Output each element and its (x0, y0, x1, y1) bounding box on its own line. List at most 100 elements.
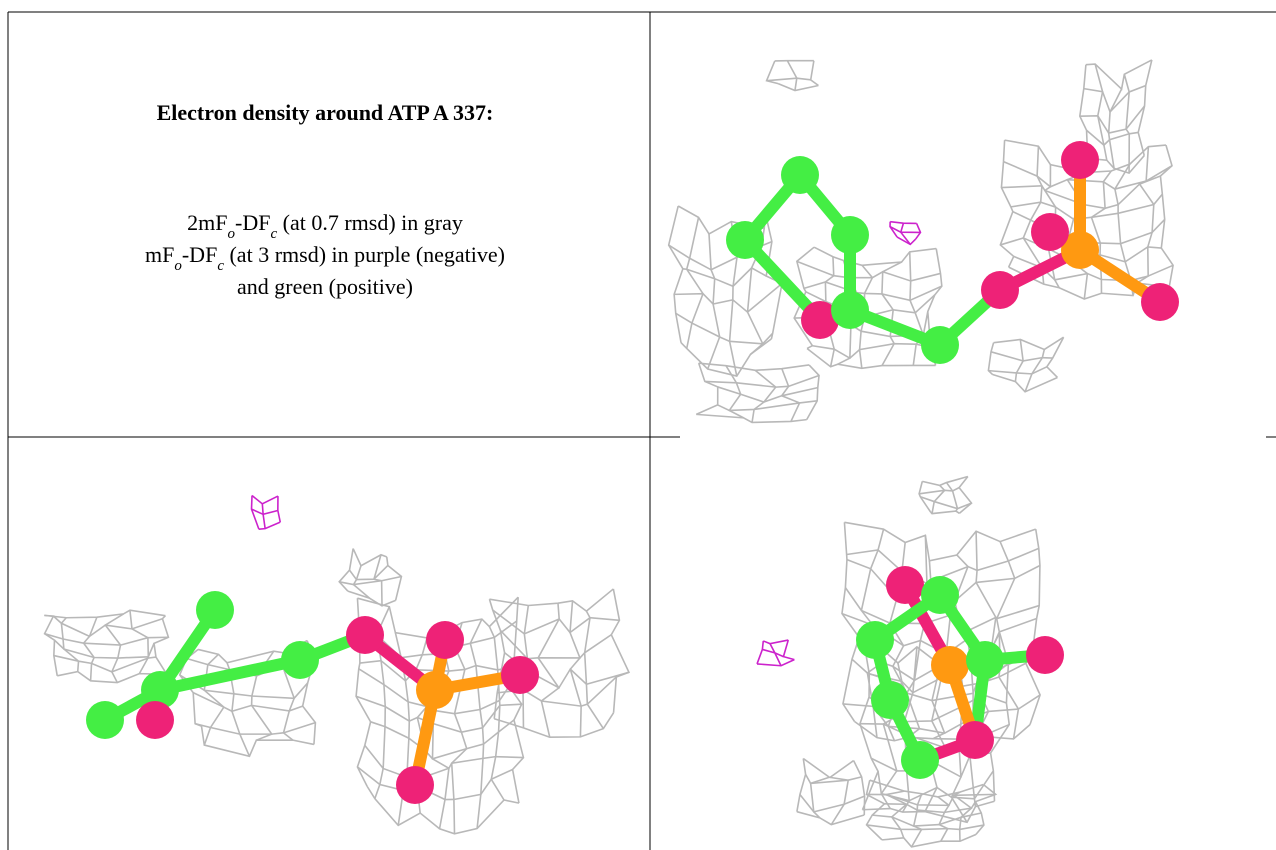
atom (831, 291, 869, 329)
mesh-line (611, 589, 629, 713)
mesh-line (803, 758, 853, 777)
mesh-line (201, 726, 313, 756)
atom (426, 621, 464, 659)
atom (86, 701, 124, 739)
atom (726, 221, 764, 259)
atom (1061, 141, 1099, 179)
mesh-line (797, 812, 864, 825)
mesh-line (687, 217, 703, 348)
mesh-line (105, 614, 123, 683)
mesh-line (800, 794, 865, 811)
text-part: and green (positive) (237, 274, 413, 299)
text-part: 2mF (187, 210, 227, 235)
mesh-line (699, 363, 809, 370)
mesh-line (757, 641, 763, 664)
mesh-line (353, 549, 387, 566)
mesh-line (882, 835, 976, 847)
atom (346, 616, 384, 654)
atom (871, 681, 909, 719)
mesh-line (1124, 74, 1129, 173)
mesh-line (252, 509, 278, 514)
text-part: -DF (182, 242, 217, 267)
mesh-line (907, 535, 927, 737)
mesh-line (993, 375, 1058, 392)
cell-title: Electron density around ATP A 337: (157, 100, 494, 125)
mesh-line (890, 227, 920, 233)
mesh-line (812, 344, 930, 358)
mesh-line (493, 610, 620, 634)
mesh-line (811, 61, 819, 86)
atom (1031, 213, 1069, 251)
page: Electron density around ATP A 337: 2mFo-… (0, 0, 1276, 850)
mesh-line (842, 522, 859, 721)
atom (781, 156, 819, 194)
mesh-line (53, 616, 162, 636)
mesh-line (674, 284, 782, 313)
mesh-line (61, 618, 78, 672)
mesh-line (938, 797, 949, 841)
mesh-line (757, 660, 794, 666)
atom (856, 621, 894, 659)
atom (416, 671, 454, 709)
mesh-line (767, 78, 811, 81)
mesh-line (252, 495, 278, 503)
mesh-line (669, 206, 683, 343)
mesh-line (778, 84, 818, 91)
mesh-line (919, 481, 930, 512)
legend-line: mFo-DFc (at 3 rmsd) in purple (negative) (145, 242, 505, 274)
mesh-line (1000, 140, 1013, 267)
legend-line: 2mFo-DFc (at 0.7 rmsd) in gray (187, 210, 463, 242)
mesh-line (1026, 529, 1040, 724)
mesh-line (752, 370, 776, 422)
mesh-line (844, 522, 1035, 561)
text-part: (at 3 rmsd) in purple (negative) (224, 242, 505, 267)
mesh-line (44, 610, 165, 618)
atom (1141, 283, 1179, 321)
mesh-line (916, 223, 921, 239)
mesh-line (931, 511, 960, 514)
mesh-line (804, 282, 942, 300)
mesh-line (570, 601, 581, 737)
atom (956, 721, 994, 759)
mesh-line (705, 375, 819, 387)
atom (281, 641, 319, 679)
atom (931, 646, 969, 684)
legend-line: and green (positive) (237, 274, 413, 299)
mesh-line (1137, 147, 1154, 283)
mesh-line (830, 777, 848, 824)
figure-table: Electron density around ATP A 337: 2mFo-… (0, 0, 1276, 850)
atom (831, 216, 869, 254)
mesh-line (910, 252, 924, 366)
mesh-line (932, 485, 945, 513)
mesh-line (262, 504, 265, 529)
mesh-line (374, 555, 382, 606)
mesh-line (339, 576, 401, 584)
mesh-line (154, 616, 168, 675)
text-part: -DF (235, 210, 270, 235)
mesh-line (994, 337, 1064, 349)
atom (966, 641, 1004, 679)
text-part: mF (145, 242, 174, 267)
mesh-line (84, 617, 97, 681)
mesh-line (500, 630, 611, 658)
mesh-line (807, 365, 819, 420)
mesh-line (259, 522, 280, 529)
atom (396, 766, 434, 804)
mesh-line (763, 640, 788, 644)
mesh-line (470, 619, 483, 828)
atom (901, 741, 939, 779)
mesh-line (1084, 86, 1146, 112)
mesh-line (718, 387, 818, 402)
atom (921, 576, 959, 614)
atom (196, 591, 234, 629)
atom (1026, 636, 1064, 674)
mesh-line (988, 343, 993, 375)
mesh-line (708, 234, 720, 369)
atom (501, 656, 539, 694)
mesh-line (783, 640, 794, 660)
mesh-line (1025, 349, 1044, 391)
mesh-line (585, 611, 604, 728)
mesh-line (797, 758, 806, 811)
mesh-line (807, 348, 936, 368)
mesh-line (348, 591, 396, 606)
